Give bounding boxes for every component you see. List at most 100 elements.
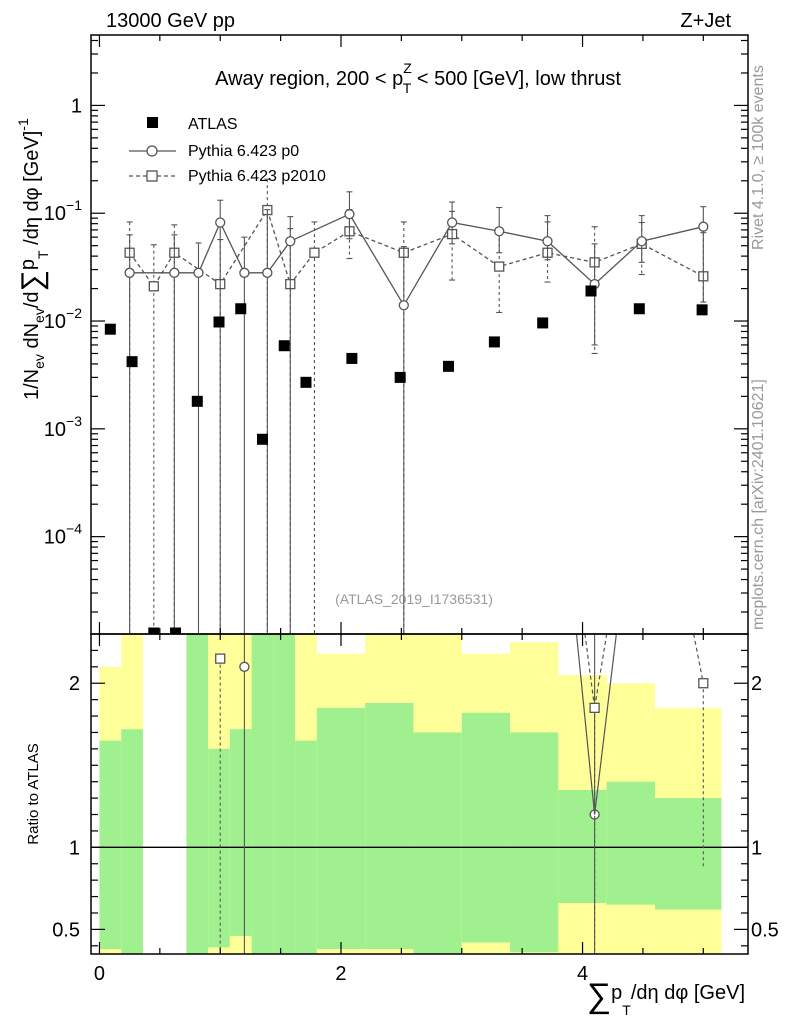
title-part-b: < 500 [GeV], low thrust xyxy=(411,68,621,90)
ratio-band-green xyxy=(186,634,209,954)
x-axis-label: ∑pT/dη dφ [GeV] xyxy=(587,977,745,1018)
atlas-data-point xyxy=(633,303,645,315)
ratio-band-yellow-low xyxy=(229,935,252,954)
atlas-data-point xyxy=(696,304,708,316)
title-sup: Z xyxy=(403,60,412,76)
ylabel-ev1: ev xyxy=(31,354,47,369)
atlas-data-point xyxy=(213,316,225,328)
atlas-data-point xyxy=(537,317,549,329)
ratio-band-green xyxy=(413,732,462,954)
ratio-band-yellow-low xyxy=(510,952,559,954)
ylabel-c: /d xyxy=(21,291,43,308)
p2010-point xyxy=(494,261,505,272)
p2010-point xyxy=(148,281,159,292)
ylabel-e: /dη dφ [GeV] xyxy=(21,131,43,251)
p0-point xyxy=(124,267,135,278)
ylabel-p: p xyxy=(17,259,39,270)
ratio-p2010-line xyxy=(693,634,704,684)
ylabel-a: 1/N xyxy=(21,369,43,400)
p0-point xyxy=(239,267,250,278)
atlas-data-point xyxy=(126,356,138,368)
y-tick-base: 10 xyxy=(44,311,66,333)
atlas-data-point xyxy=(170,627,182,634)
p0-point xyxy=(446,217,458,228)
y-tick-label: 10−4 xyxy=(44,521,82,549)
ratio-band-green xyxy=(606,781,656,905)
y-tick-label: 10−2 xyxy=(44,305,82,333)
atlas-data-point xyxy=(148,627,160,634)
mcplots-reference: mcplots.cern.ch [arXiv:2401.10621] xyxy=(750,379,767,630)
ratio-y-tick-label-left: 0.5 xyxy=(52,919,80,941)
ratio-y-tick-label-left: 1 xyxy=(69,837,80,859)
ratio-p2010-line xyxy=(594,634,608,708)
legend: ATLAS Pythia 6.423 p0 Pythia 6.423 p2010 xyxy=(129,116,326,185)
atlas-data-point xyxy=(442,360,454,372)
ratio-band-yellow-low xyxy=(461,942,511,954)
y-axis-label: 1/Nev dNev/d∑pT /dη dφ [GeV]-1 xyxy=(15,118,51,400)
ratio-band-green xyxy=(510,732,559,953)
ratio-y-tick-label-right: 0.5 xyxy=(751,919,779,941)
ratio-band-yellow-low xyxy=(208,947,230,954)
main-plot-area xyxy=(104,178,709,634)
ratio-band-green xyxy=(121,729,143,954)
legend-p0-label: Pythia 6.423 p0 xyxy=(188,143,299,160)
atlas-data-point xyxy=(488,336,500,348)
y-tick-base: 10 xyxy=(44,203,66,225)
atlas-data-point xyxy=(346,352,358,364)
p0-point xyxy=(169,267,180,278)
x-tick-label: 2 xyxy=(335,963,346,985)
ratio-band-green xyxy=(273,634,296,954)
ratio-p2010-point xyxy=(589,702,600,713)
header-energy: 13000 GeV pp xyxy=(106,10,235,32)
ratio-band-yellow-low xyxy=(606,904,656,954)
ratio-y-axis-label: Ratio to ATLAS xyxy=(25,743,42,844)
y-tick-exponent: −3 xyxy=(66,413,82,429)
xlabel-rest: /dη dφ [GeV] xyxy=(631,982,745,1004)
ratio-p0-point xyxy=(239,661,250,672)
p2010-point xyxy=(309,247,320,258)
ratio-band-green xyxy=(99,740,122,950)
p0-point xyxy=(262,267,273,278)
ratio-y-tick-label-left: 2 xyxy=(69,673,80,695)
atlas-data-point xyxy=(278,340,290,352)
p0-point xyxy=(285,236,296,247)
xlabel-sum: ∑ xyxy=(587,977,611,1015)
ratio-band-green xyxy=(251,634,274,954)
atlas-data-point xyxy=(394,371,406,383)
ratio-p2010-point xyxy=(215,653,226,664)
ylabel-b: dN xyxy=(21,323,43,354)
ylabel-sub: T xyxy=(35,250,51,259)
x-tick-label: 0 xyxy=(94,963,105,985)
ylabel-ev2: ev xyxy=(31,308,47,323)
ratio-band-green xyxy=(655,798,722,910)
ratio-frame xyxy=(90,633,749,955)
p0-point xyxy=(636,236,647,247)
ratio-band-green xyxy=(316,707,366,950)
ratio-band-green xyxy=(208,748,230,948)
ratio-y-tick-label-right: 1 xyxy=(751,837,762,859)
p0-point xyxy=(494,226,505,237)
legend-atlas-marker xyxy=(147,117,158,128)
rivet-version: Rivet 4.1.0, ≥ 100k events xyxy=(750,65,767,250)
title-sub: T xyxy=(403,80,412,96)
atlas-data-point xyxy=(104,323,116,335)
ratio-p0-line xyxy=(594,634,617,815)
legend-p2010-marker xyxy=(146,170,158,182)
atlas-data-point xyxy=(256,433,268,445)
ratio-p2010-point xyxy=(698,678,709,689)
xlabel-sub: T xyxy=(622,1002,631,1018)
atlas-data-point xyxy=(300,376,312,388)
y-tick-base: 10 xyxy=(44,527,66,549)
legend-atlas-label: ATLAS xyxy=(188,116,238,133)
y-tick-label: 1 xyxy=(71,95,82,117)
ratio-band-green xyxy=(461,712,511,943)
ratio-band-green xyxy=(365,702,414,950)
ratio-band-yellow-low xyxy=(365,949,414,954)
ratio-plot-area xyxy=(215,634,709,954)
y-tick-base: 1 xyxy=(71,95,82,117)
ratio-band-green xyxy=(229,729,252,936)
y-tick-exponent: −2 xyxy=(66,305,82,321)
p0-point xyxy=(542,236,553,247)
